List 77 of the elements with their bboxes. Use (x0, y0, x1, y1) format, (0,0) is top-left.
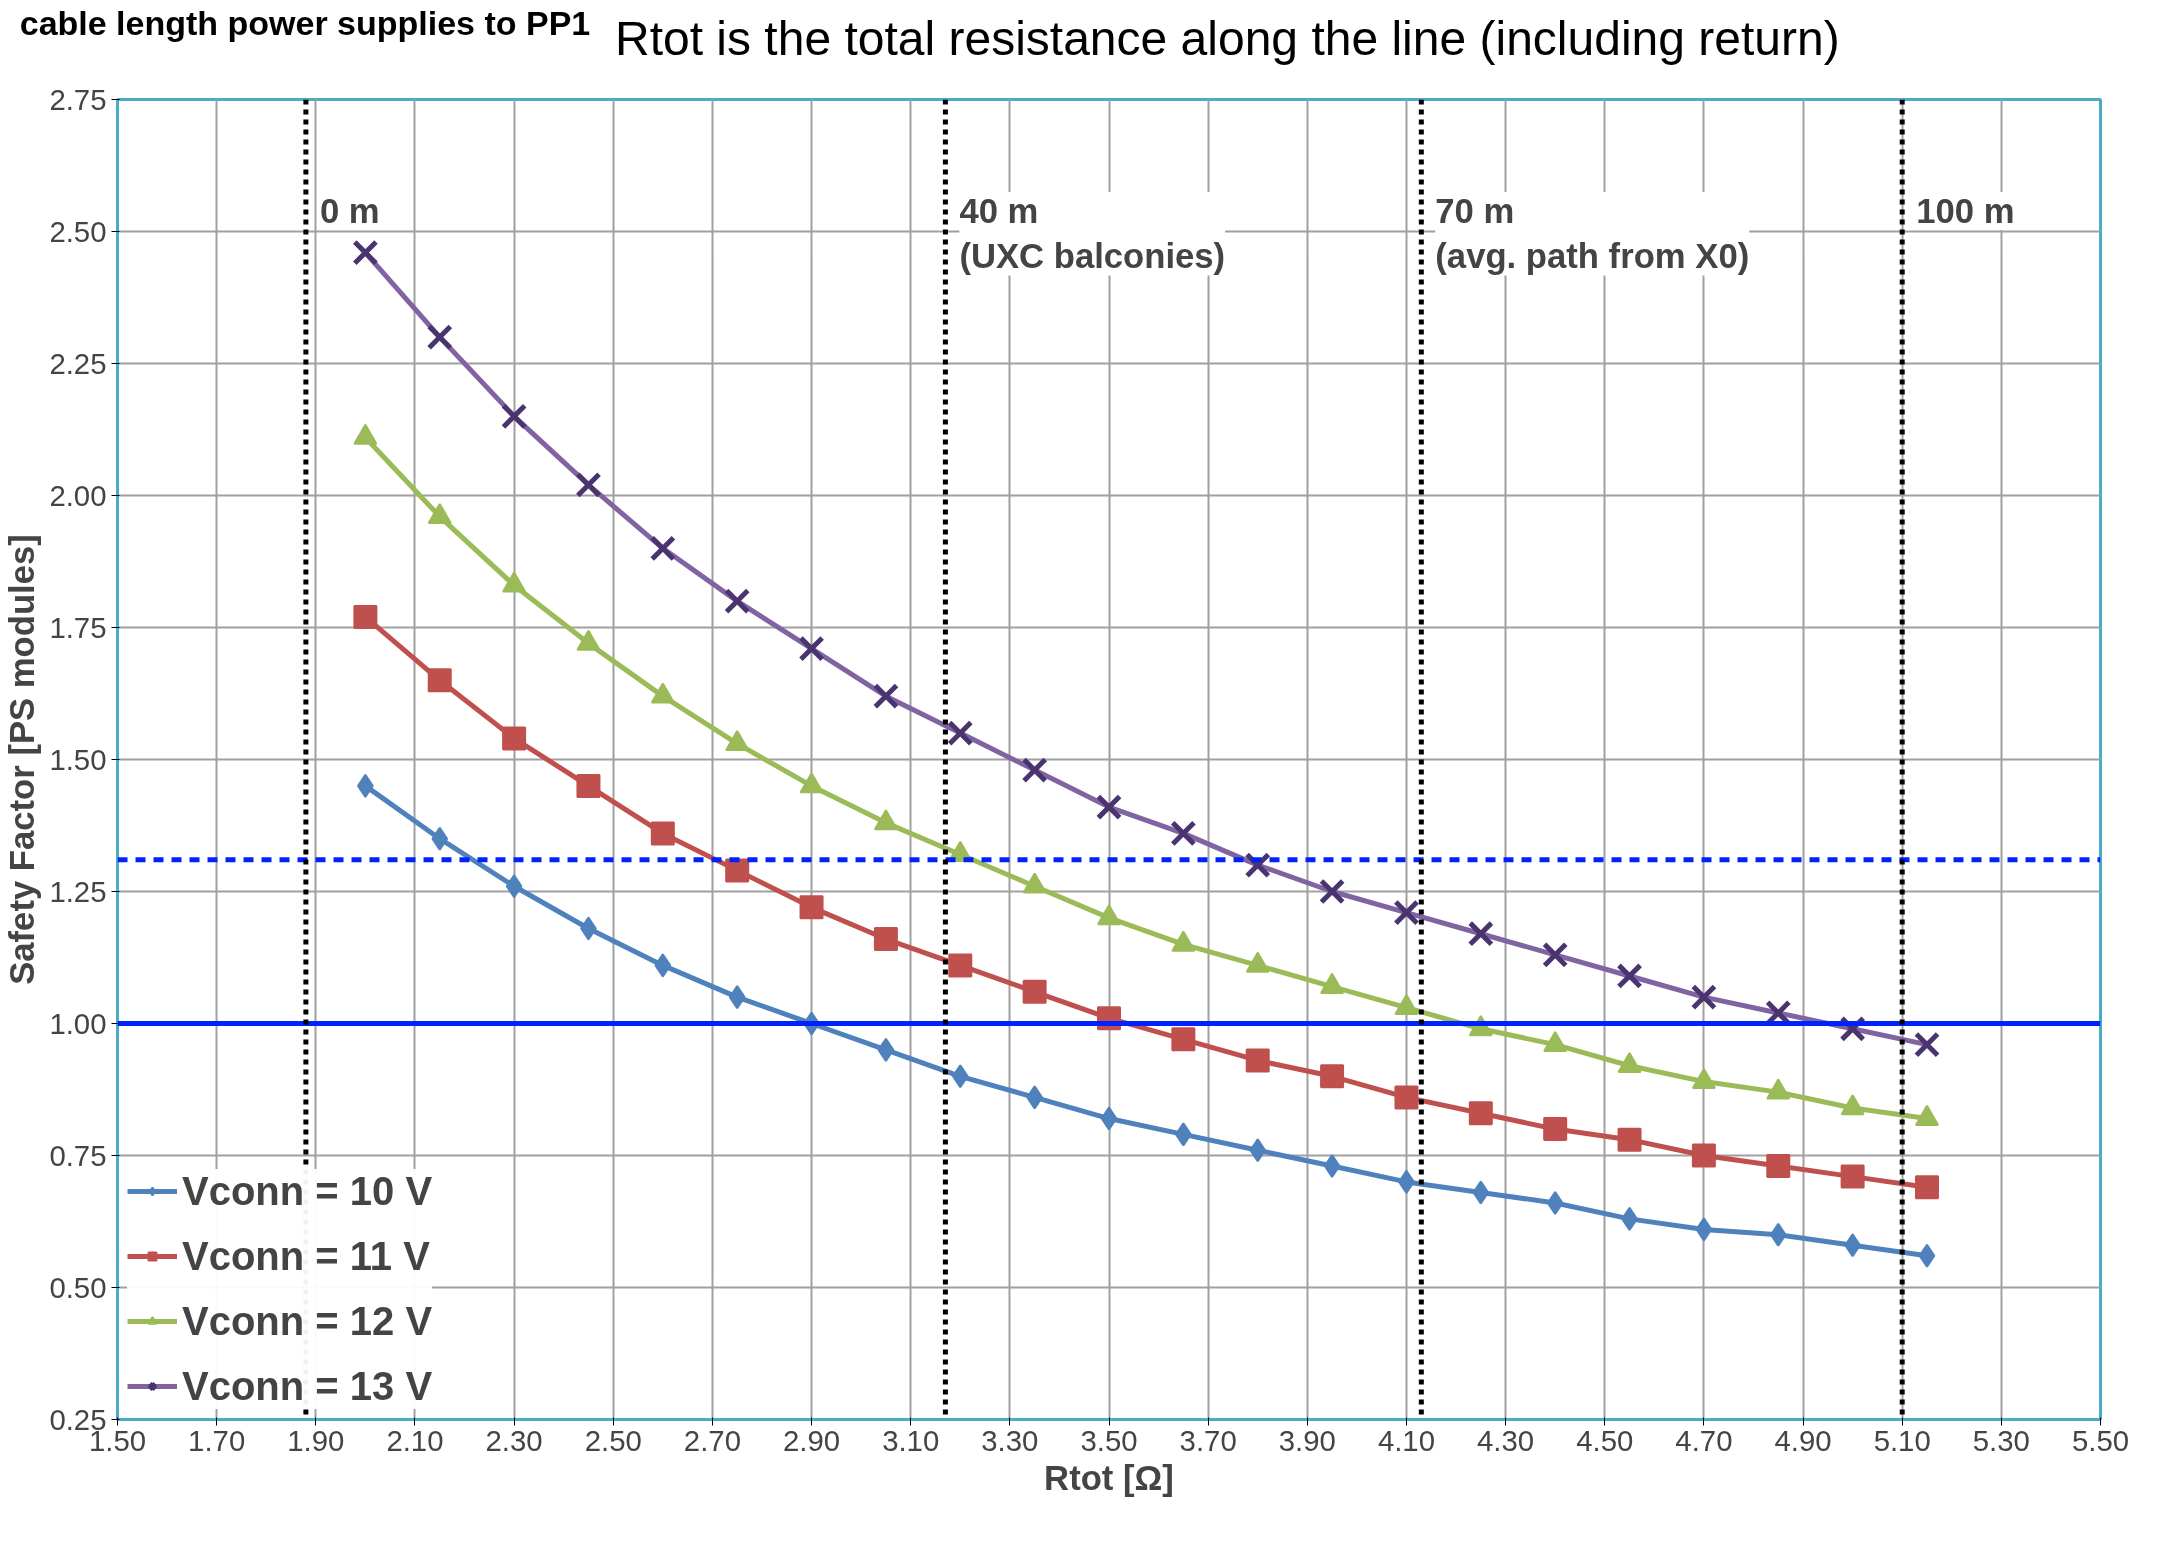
ref-line-label: 0 m (319, 191, 380, 230)
text: Rtot is the total resistance along the line (including return) (615, 11, 1840, 67)
x-tick-label: 4.90 (1774, 1423, 1832, 1457)
x-tick-label: 5.10 (1873, 1423, 1931, 1457)
ref-line-label: 70 m (avg. path from X0) (1435, 191, 1750, 276)
y-tick-label: 0.50 (49, 1270, 107, 1304)
x-tick-label: 3.70 (1179, 1423, 1237, 1457)
y-axis-title: Safety Factor [PS modules] (3, 533, 42, 985)
ref-line-label: 40 m (UXC balconies) (959, 191, 1226, 276)
y-tick-label: 1.00 (49, 1006, 107, 1040)
point (1914, 1174, 1939, 1199)
point (1543, 1116, 1568, 1141)
y-tick-label: 2.50 (49, 214, 107, 248)
point (1022, 979, 1047, 1004)
point (1617, 1127, 1642, 1152)
legend-label: Vconn = 13 V (182, 1363, 433, 1409)
point (1394, 1084, 1419, 1109)
x-tick-label: 5.30 (1972, 1423, 2030, 1457)
x-tick-label: 2.30 (485, 1423, 543, 1457)
x-tick-label: 1.90 (287, 1423, 345, 1457)
x-tick-label: 5.50 (2071, 1423, 2130, 1457)
x-tick-label: 4.70 (1675, 1423, 1733, 1457)
point (1245, 1048, 1270, 1073)
x-tick-label: 3.90 (1278, 1423, 1336, 1457)
point (576, 773, 601, 798)
point (1918, 1243, 1936, 1268)
x-tick-label: 3.30 (981, 1423, 1039, 1457)
y-tick-label: 2.00 (49, 478, 107, 512)
ref-line-label: 100 m (1916, 191, 2015, 230)
legend-label: Vconn = 11 V (182, 1233, 430, 1279)
point (1691, 1143, 1716, 1168)
y-tick-label: 1.75 (49, 610, 107, 644)
point (1323, 1153, 1341, 1178)
point (1840, 1164, 1865, 1189)
x-tick-label: 4.10 (1377, 1423, 1435, 1457)
point (799, 894, 824, 919)
y-tick-label: 1.50 (49, 742, 107, 776)
point (725, 857, 750, 882)
point (1320, 1063, 1345, 1088)
point (1171, 1026, 1196, 1051)
point (728, 984, 746, 1009)
point (502, 725, 527, 750)
point (353, 604, 378, 629)
point (431, 826, 449, 851)
legend-label: Vconn = 12 V (182, 1298, 433, 1344)
text: cable length power supplies to PP1 (19, 4, 591, 43)
point (1472, 1180, 1490, 1205)
x-tick-label: 2.50 (584, 1423, 642, 1457)
y-tick-label: 2.25 (49, 346, 107, 380)
point (1100, 1106, 1118, 1131)
x-axis-title: Rtot [Ω] (1044, 1458, 1174, 1497)
x-tick-label: 3.50 (1080, 1423, 1138, 1457)
x-tick-label: 2.10 (386, 1423, 444, 1457)
x-tick-label: 2.70 (683, 1423, 741, 1457)
point (1249, 1137, 1267, 1162)
point (1546, 1190, 1564, 1215)
point (1468, 1100, 1493, 1125)
point (951, 1063, 969, 1088)
point (877, 1037, 895, 1062)
point (650, 820, 675, 845)
point (948, 952, 973, 977)
y-tick-label: 2.75 (49, 82, 107, 116)
point (505, 873, 523, 898)
point (427, 667, 452, 692)
point (873, 926, 898, 951)
x-tick-label: 4.50 (1576, 1423, 1634, 1457)
point (654, 952, 672, 977)
x-tick-label: 2.90 (783, 1423, 841, 1457)
legend-label: Vconn = 10 V (182, 1168, 433, 1214)
point (1766, 1153, 1791, 1178)
x-tick-label: 4.30 (1477, 1423, 1535, 1457)
x-tick-label: 3.10 (882, 1423, 940, 1457)
y-tick-label: 1.25 (49, 874, 107, 908)
point (1695, 1216, 1713, 1241)
point (1769, 1222, 1787, 1247)
y-tick-label: 0.75 (49, 1138, 107, 1172)
x-tick-label: 1.70 (188, 1423, 246, 1457)
